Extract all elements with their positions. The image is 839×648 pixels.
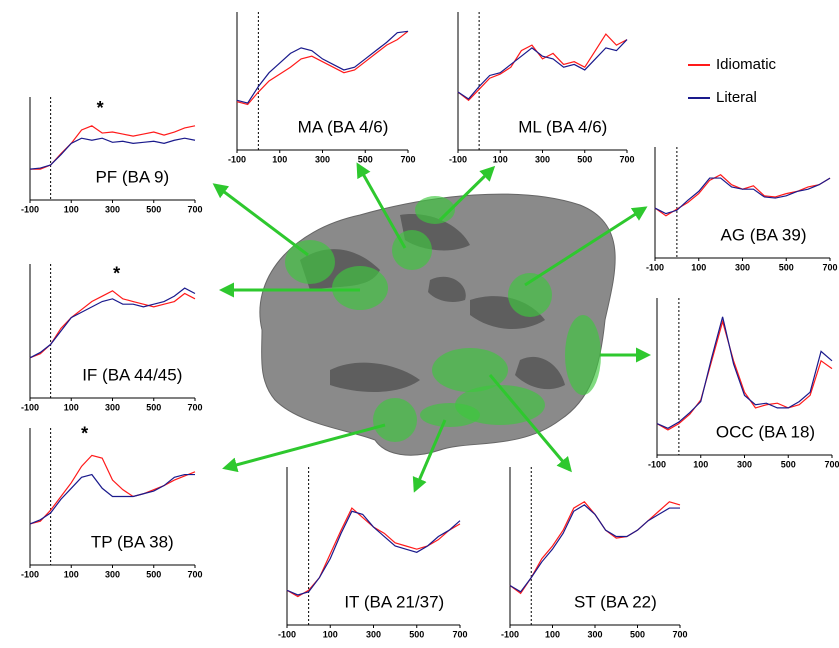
series-line <box>654 174 831 217</box>
annotation: * <box>97 98 104 118</box>
x-tick-label: -100 <box>21 402 39 412</box>
x-tick-label: 100 <box>545 629 560 639</box>
series-line <box>286 510 461 596</box>
x-tick-label: 300 <box>737 459 752 469</box>
x-tick-label: -100 <box>21 204 39 214</box>
legend: Idiomatic Literal <box>688 56 777 106</box>
series-line <box>29 137 196 170</box>
chart-title: AG (BA 39) <box>721 225 807 244</box>
x-tick-label: 100 <box>691 262 706 272</box>
x-tick-label: 100 <box>323 629 338 639</box>
x-tick-label: -100 <box>449 154 467 164</box>
x-tick-label: 500 <box>146 402 161 412</box>
x-tick-label: -100 <box>228 154 246 164</box>
x-tick-label: -100 <box>21 569 39 579</box>
series-line <box>236 30 409 106</box>
x-tick-label: 100 <box>693 459 708 469</box>
x-tick-label: 700 <box>187 402 202 412</box>
x-tick-label: 300 <box>735 262 750 272</box>
x-tick-label: -100 <box>501 629 519 639</box>
x-tick-label: 700 <box>452 629 467 639</box>
x-tick-label: 500 <box>146 204 161 214</box>
chart-title: ST (BA 22) <box>574 592 657 611</box>
x-tick-label: 700 <box>824 459 839 469</box>
x-tick-label: 700 <box>672 629 687 639</box>
chart-title: MA (BA 4/6) <box>298 117 389 136</box>
x-tick-label: 700 <box>822 262 837 272</box>
legend-label: Literal <box>716 89 757 106</box>
brain <box>259 193 616 456</box>
x-tick-label: 100 <box>64 402 79 412</box>
series-line <box>29 290 196 359</box>
x-tick-label: 700 <box>619 154 634 164</box>
series-line <box>656 319 833 431</box>
x-tick-label: -100 <box>278 629 296 639</box>
x-tick-label: 500 <box>779 262 794 272</box>
chart-title: OCC (BA 18) <box>716 422 815 441</box>
series-line <box>286 507 461 598</box>
x-tick-label: 500 <box>146 569 161 579</box>
x-tick-label: 500 <box>358 154 373 164</box>
x-tick-label: 300 <box>315 154 330 164</box>
series-line <box>656 316 833 429</box>
series-line <box>509 500 681 595</box>
x-tick-label: 300 <box>105 402 120 412</box>
series-line <box>30 125 196 170</box>
x-tick-label: -100 <box>646 262 664 272</box>
x-tick-label: 100 <box>64 569 79 579</box>
series-line <box>236 30 409 104</box>
series-line <box>29 473 195 525</box>
x-tick-label: 500 <box>409 629 424 639</box>
chart-title: TP (BA 38) <box>91 532 174 551</box>
series-line <box>509 504 680 593</box>
x-tick-label: 700 <box>187 204 202 214</box>
x-tick-label: 500 <box>781 459 796 469</box>
chart-title: PF (BA 9) <box>95 167 169 186</box>
annotation: * <box>113 263 120 283</box>
x-tick-label: 700 <box>187 569 202 579</box>
series-line <box>29 454 196 525</box>
series-line <box>457 33 628 102</box>
chart-title: IF (BA 44/45) <box>82 365 182 384</box>
x-tick-label: 500 <box>577 154 592 164</box>
x-tick-label: 300 <box>105 204 120 214</box>
x-tick-label: 300 <box>535 154 550 164</box>
x-tick-label: 300 <box>366 629 381 639</box>
series-line <box>457 39 628 100</box>
chart-title: IT (BA 21/37) <box>344 592 444 611</box>
x-tick-label: 100 <box>272 154 287 164</box>
series-line <box>654 177 831 215</box>
x-tick-label: 300 <box>105 569 120 579</box>
x-tick-label: 300 <box>587 629 602 639</box>
series-line <box>29 287 196 359</box>
annotation: * <box>81 424 88 444</box>
x-tick-label: 500 <box>630 629 645 639</box>
x-tick-label: -100 <box>648 459 666 469</box>
x-tick-label: 700 <box>400 154 415 164</box>
chart-title: ML (BA 4/6) <box>518 117 607 136</box>
arrows <box>212 162 651 493</box>
x-tick-label: 100 <box>493 154 508 164</box>
legend-label: Idiomatic <box>716 56 777 73</box>
x-tick-label: 100 <box>64 204 79 214</box>
